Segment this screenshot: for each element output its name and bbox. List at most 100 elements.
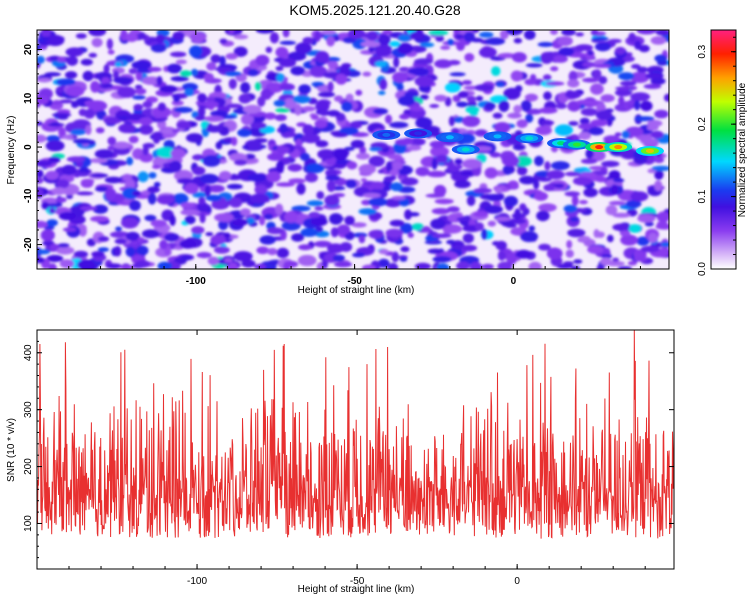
heatmap-cell xyxy=(541,120,555,126)
heatmap-cell xyxy=(180,255,193,261)
heatmap-cell xyxy=(608,200,626,206)
heatmap-cell xyxy=(349,121,362,129)
heatmap-cell xyxy=(565,171,581,177)
heatmap-cell xyxy=(425,193,445,198)
heatmap-cell xyxy=(275,182,295,187)
heatmap-cell xyxy=(534,155,544,167)
heatmap-cell xyxy=(435,154,448,164)
heatmap-cell xyxy=(645,72,664,80)
heatmap-cell xyxy=(115,226,123,232)
heatmap-cell xyxy=(427,170,447,178)
heatmap-cell xyxy=(207,256,220,266)
heatmap-cell xyxy=(276,73,285,83)
heatmap-cell xyxy=(125,246,136,257)
heatmap-cell xyxy=(292,95,311,104)
heatmap-cell xyxy=(414,75,434,87)
heatmap-cell xyxy=(383,176,395,183)
heatmap-cell xyxy=(346,161,358,170)
heatmap-cell xyxy=(173,193,189,205)
heatmap-cell xyxy=(620,234,638,246)
heatmap-cell xyxy=(64,71,78,79)
heatmap-cell xyxy=(37,249,51,255)
heatmap-cell xyxy=(473,187,493,194)
heatmap-cell xyxy=(618,72,635,81)
heatmap-cell xyxy=(449,72,466,77)
heatmap-cell xyxy=(326,180,336,192)
heatmap-cell xyxy=(240,208,251,216)
heatmap-cell xyxy=(555,103,567,109)
heatmap-cell xyxy=(329,213,343,225)
heatmap-cell xyxy=(466,195,476,207)
heatmap-cell xyxy=(516,119,528,129)
heatmap-cell xyxy=(550,30,558,35)
heatmap-cell xyxy=(358,164,376,175)
heatmap-cell xyxy=(255,54,270,67)
heatmap-cell xyxy=(344,215,355,226)
heatmap-cell xyxy=(524,93,539,102)
heatmap-cell xyxy=(579,235,591,242)
heatmap-cell xyxy=(129,200,141,211)
heatmap-cell xyxy=(400,177,419,186)
y-tick-label: 200 xyxy=(23,458,34,475)
heatmap-cell xyxy=(513,37,523,44)
heatmap-cell xyxy=(628,32,636,43)
heatmap-cell xyxy=(276,160,285,173)
heatmap-cell xyxy=(296,122,307,127)
heatmap-cell xyxy=(582,77,600,83)
heatmap-cell xyxy=(234,159,248,166)
x-tick-label: -100 xyxy=(187,576,207,587)
heatmap-cell xyxy=(656,211,669,223)
heatmap-cell xyxy=(241,259,256,268)
heatmap-cell xyxy=(654,109,669,119)
heatmap-cell xyxy=(519,175,536,185)
heatmap-cell xyxy=(568,121,579,126)
heatmap-cell xyxy=(385,228,404,238)
heatmap-cell xyxy=(375,47,392,57)
heatmap-cell xyxy=(462,158,483,169)
heatmap-cell xyxy=(573,167,586,174)
heatmap-cell xyxy=(566,240,573,249)
heatmap-cell xyxy=(404,91,419,97)
heatmap-cell xyxy=(231,136,238,146)
heatmap-cell xyxy=(254,81,262,91)
heatmap-cell xyxy=(360,49,377,55)
heatmap-cell xyxy=(314,206,324,211)
heatmap-cell xyxy=(387,153,403,160)
heatmap-cell xyxy=(516,166,528,176)
heatmap-cell xyxy=(219,55,226,67)
heatmap-cell xyxy=(429,104,440,108)
heatmap-cell xyxy=(540,51,554,64)
heatmap-cell xyxy=(267,152,284,161)
heatmap-cell xyxy=(112,70,120,80)
heatmap-cell xyxy=(81,178,95,184)
y-tick-label: 300 xyxy=(23,401,34,418)
heatmap-cell xyxy=(654,180,663,192)
heatmap-cell xyxy=(203,73,214,82)
ridge-peak xyxy=(572,142,581,147)
heatmap-cell xyxy=(619,80,637,86)
heatmap-cell xyxy=(428,30,449,36)
heatmap-cell xyxy=(210,54,221,63)
heatmap-cell xyxy=(530,74,537,81)
heatmap-cell xyxy=(114,238,127,245)
heatmap-cell xyxy=(431,208,451,215)
heatmap-cell xyxy=(160,128,176,134)
heatmap-cell xyxy=(650,36,667,45)
heatmap-cell xyxy=(543,184,555,192)
snr-x-axis-label: Height of straight line (km) xyxy=(298,584,415,595)
heatmap-cell xyxy=(118,123,136,134)
heatmap-cell xyxy=(203,101,219,108)
heatmap-cell xyxy=(46,219,58,227)
heatmap-cell xyxy=(315,51,330,63)
heatmap-cell xyxy=(327,110,341,117)
heatmap-cell xyxy=(384,114,393,124)
heatmap-cell xyxy=(171,128,180,133)
heatmap-cell xyxy=(359,146,367,155)
heatmap-cell xyxy=(90,215,109,222)
heatmap-cell xyxy=(655,30,669,36)
heatmap-cell xyxy=(550,66,559,72)
heatmap-cell xyxy=(156,147,176,159)
heatmap-cell xyxy=(358,235,366,244)
heatmap-cell xyxy=(265,46,273,53)
heatmap-cell xyxy=(298,244,313,251)
